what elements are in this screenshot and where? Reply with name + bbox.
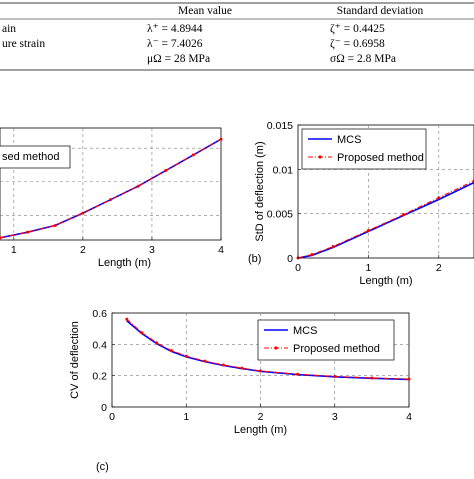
table-row-label: ain — [2, 23, 16, 35]
y-tick-label: 0.005 — [267, 209, 293, 221]
data-point-proposed — [192, 153, 195, 156]
data-point-proposed — [370, 377, 373, 380]
chart-panel-a: 1 2 3 4 Length (m) sed method — [0, 128, 224, 269]
x-axis-label: Length (m) — [98, 257, 151, 269]
y-tick-label: 0 — [101, 402, 107, 414]
x-tick-label: 3 — [332, 411, 338, 423]
x-axis-label: Length (m) — [359, 275, 412, 287]
x-axis-label: Length (m) — [234, 424, 287, 436]
panel-label: (b) — [248, 253, 261, 265]
table-cell-mean: μΩ = 28 MPa — [147, 53, 210, 65]
data-point-proposed — [170, 349, 173, 352]
y-tick-label: 0.2 — [92, 371, 107, 383]
table-row-label: ure strain — [2, 38, 45, 50]
x-tick-label: 1 — [183, 411, 189, 423]
data-point-proposed — [137, 185, 140, 188]
chart-panel-b: 0 1 2 0 0.005 0.01 0.015 Length (m) StD of defle… — [248, 120, 474, 287]
data-point-proposed — [296, 373, 299, 376]
x-tick-label: 2 — [436, 262, 442, 274]
data-point-proposed — [222, 364, 225, 367]
x-tick-label: 2 — [258, 411, 264, 423]
data-point-proposed — [332, 245, 335, 248]
y-tick-label: 0.6 — [92, 308, 107, 320]
charts-layer: 1 2 3 4 Length (m) sed method 0 1 2 0 0.005 0.01 0.0… — [0, 120, 474, 473]
plot-area — [0, 128, 221, 240]
parameter-table: Mean value Standard deviation ain λ⁺ = 4… — [0, 3, 474, 70]
data-point-proposed — [125, 318, 128, 321]
data-point-proposed — [26, 231, 29, 234]
legend-label: MCS — [293, 325, 317, 337]
table-cell-mean: λ⁺ = 4.8944 — [147, 23, 203, 35]
table-cell-std: ζ⁺ = 0.4425 — [330, 23, 385, 35]
panel-label: (c) — [96, 461, 109, 473]
y-axis-label: CV of deflection — [69, 321, 81, 399]
legend-label: Proposed method — [337, 152, 424, 164]
data-point-proposed — [367, 229, 370, 232]
data-point-proposed — [240, 367, 243, 370]
data-point-proposed — [402, 213, 405, 216]
x-tick-label: 4 — [218, 244, 224, 256]
legend-label: sed method — [2, 151, 59, 163]
data-point-proposed — [54, 224, 57, 227]
x-tick-label: 1 — [365, 262, 371, 274]
x-tick-label: 2 — [80, 244, 86, 256]
y-axis-label: StD of deflection (m) — [254, 141, 266, 241]
y-tick-label: 0 — [287, 253, 293, 265]
data-point-proposed — [437, 196, 440, 199]
data-point-proposed — [311, 253, 314, 256]
y-tick-label: 0.01 — [273, 164, 294, 176]
data-point-proposed — [259, 369, 262, 372]
chart-panel-c: 0 1 2 3 4 0 0.2 0.4 0.6 Length (m) CV of deflectio… — [69, 308, 412, 473]
x-tick-label: 4 — [406, 411, 412, 423]
y-tick-label: 0.4 — [92, 339, 107, 351]
table-header-std: Standard deviation — [337, 5, 424, 17]
data-point-proposed — [81, 212, 84, 215]
legend-marker-proposed — [318, 155, 321, 158]
x-tick-label: 0 — [109, 411, 115, 423]
data-point-proposed — [109, 198, 112, 201]
table-cell-std: σΩ = 2.8 MPa — [330, 53, 396, 65]
x-tick-label: 3 — [149, 244, 155, 256]
legend-label: Proposed method — [293, 343, 380, 355]
x-tick-label: 1 — [11, 244, 17, 256]
data-point-proposed — [185, 355, 188, 358]
data-point-proposed — [140, 331, 143, 334]
data-point-proposed — [333, 375, 336, 378]
data-point-proposed — [408, 378, 411, 381]
x-tick-label: 0 — [295, 262, 301, 274]
data-point-proposed — [155, 341, 158, 344]
y-tick-label: 0.015 — [267, 120, 293, 132]
data-point-proposed — [220, 138, 223, 141]
table-header-mean: Mean value — [178, 5, 232, 17]
legend-label: MCS — [337, 134, 361, 146]
data-point-proposed — [164, 169, 167, 172]
table-cell-mean: λ⁻ = 7.4026 — [147, 38, 203, 50]
legend-marker-proposed — [274, 346, 277, 349]
table-cell-std: ζ⁻ = 0.6958 — [330, 38, 385, 50]
data-point-proposed — [203, 360, 206, 363]
